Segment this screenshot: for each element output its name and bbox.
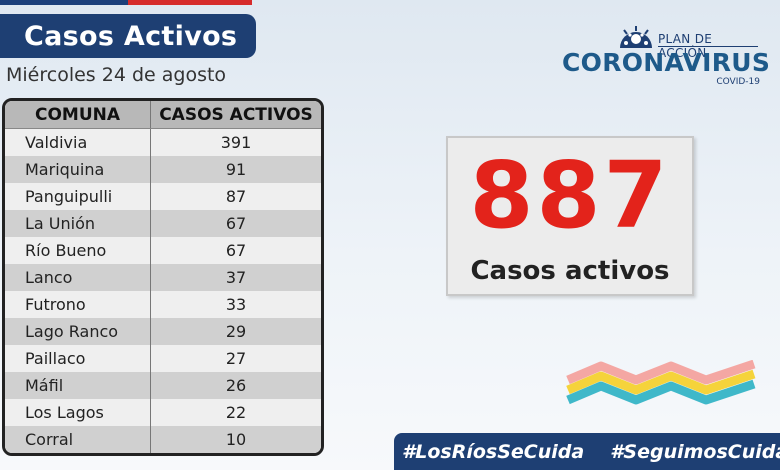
virus-icon — [620, 26, 652, 48]
comuna-cell: Los Lagos — [5, 399, 151, 426]
wave-stripes-decoration — [566, 360, 756, 405]
casos-cell: 91 — [150, 156, 321, 183]
logo-sub: COVID-19 — [716, 77, 760, 87]
casos-cell: 87 — [150, 183, 321, 210]
comuna-cell: Máfil — [5, 372, 151, 399]
hashtag-2: #SeguimosCuidándonos — [610, 440, 780, 463]
comuna-cell: Paillaco — [5, 345, 151, 372]
top-stripe — [0, 0, 252, 5]
total-active-label: Casos activos — [470, 256, 670, 286]
stripe-blue — [0, 0, 128, 5]
casos-cell: 29 — [150, 318, 321, 345]
date-subtitle: Miércoles 24 de agosto — [6, 64, 227, 86]
casos-cell: 391 — [150, 128, 321, 156]
table-row: Lago Ranco 29 — [5, 318, 321, 345]
table-row: Mariquina 91 — [5, 156, 321, 183]
column-header-casos: CASOS ACTIVOS — [150, 101, 321, 129]
table-row: Río Bueno 67 — [5, 237, 321, 264]
hashtag-1: #LosRíosSeCuida — [402, 440, 585, 463]
title-banner: Casos Activos — [0, 14, 256, 58]
comuna-cell: Panguipulli — [5, 183, 151, 210]
casos-cell: 26 — [150, 372, 321, 399]
table-header-row: COMUNA CASOS ACTIVOS — [5, 101, 321, 129]
comuna-cell: La Unión — [5, 210, 151, 237]
cases-table: COMUNA CASOS ACTIVOS Valdivia 391 Mariquin… — [2, 98, 324, 456]
logo-plan-text: PLAN DE ACCIÓN — [658, 32, 713, 60]
comuna-cell: Río Bueno — [5, 237, 151, 264]
casos-cell: 67 — [150, 210, 321, 237]
table-row: Lanco 37 — [5, 264, 321, 291]
table-row: Panguipulli 87 — [5, 183, 321, 210]
column-header-comuna: COMUNA — [5, 101, 151, 129]
comuna-cell: Mariquina — [5, 156, 151, 183]
table-row: La Unión 67 — [5, 210, 321, 237]
comuna-cell: Corral — [5, 426, 151, 453]
hashtag-bar: #LosRíosSeCuida #SeguimosCuidándonos — [394, 433, 780, 470]
casos-cell: 67 — [150, 237, 321, 264]
total-active-value: 887 — [469, 142, 671, 249]
logo-divider — [658, 46, 758, 47]
casos-cell: 10 — [150, 426, 321, 453]
casos-cell: 33 — [150, 291, 321, 318]
total-active-box: 887 Casos activos — [446, 136, 694, 296]
casos-cell: 37 — [150, 264, 321, 291]
coronavirus-logo: PLAN DE ACCIÓN CORONAVIRUS COVID-19 — [562, 26, 770, 90]
comuna-cell: Lago Ranco — [5, 318, 151, 345]
table-row: Futrono 33 — [5, 291, 321, 318]
casos-cell: 22 — [150, 399, 321, 426]
table-row: Valdivia 391 — [5, 128, 321, 156]
table-row: Los Lagos 22 — [5, 399, 321, 426]
stripe-red — [128, 0, 252, 5]
table-row: Máfil 26 — [5, 372, 321, 399]
comuna-cell: Lanco — [5, 264, 151, 291]
casos-cell: 27 — [150, 345, 321, 372]
comuna-cell: Valdivia — [5, 128, 151, 156]
logo-name: CORONAVIRUS — [562, 48, 771, 77]
table-row: Corral 10 — [5, 426, 321, 453]
page-title: Casos Activos — [24, 20, 238, 52]
comuna-cell: Futrono — [5, 291, 151, 318]
table-row: Paillaco 27 — [5, 345, 321, 372]
